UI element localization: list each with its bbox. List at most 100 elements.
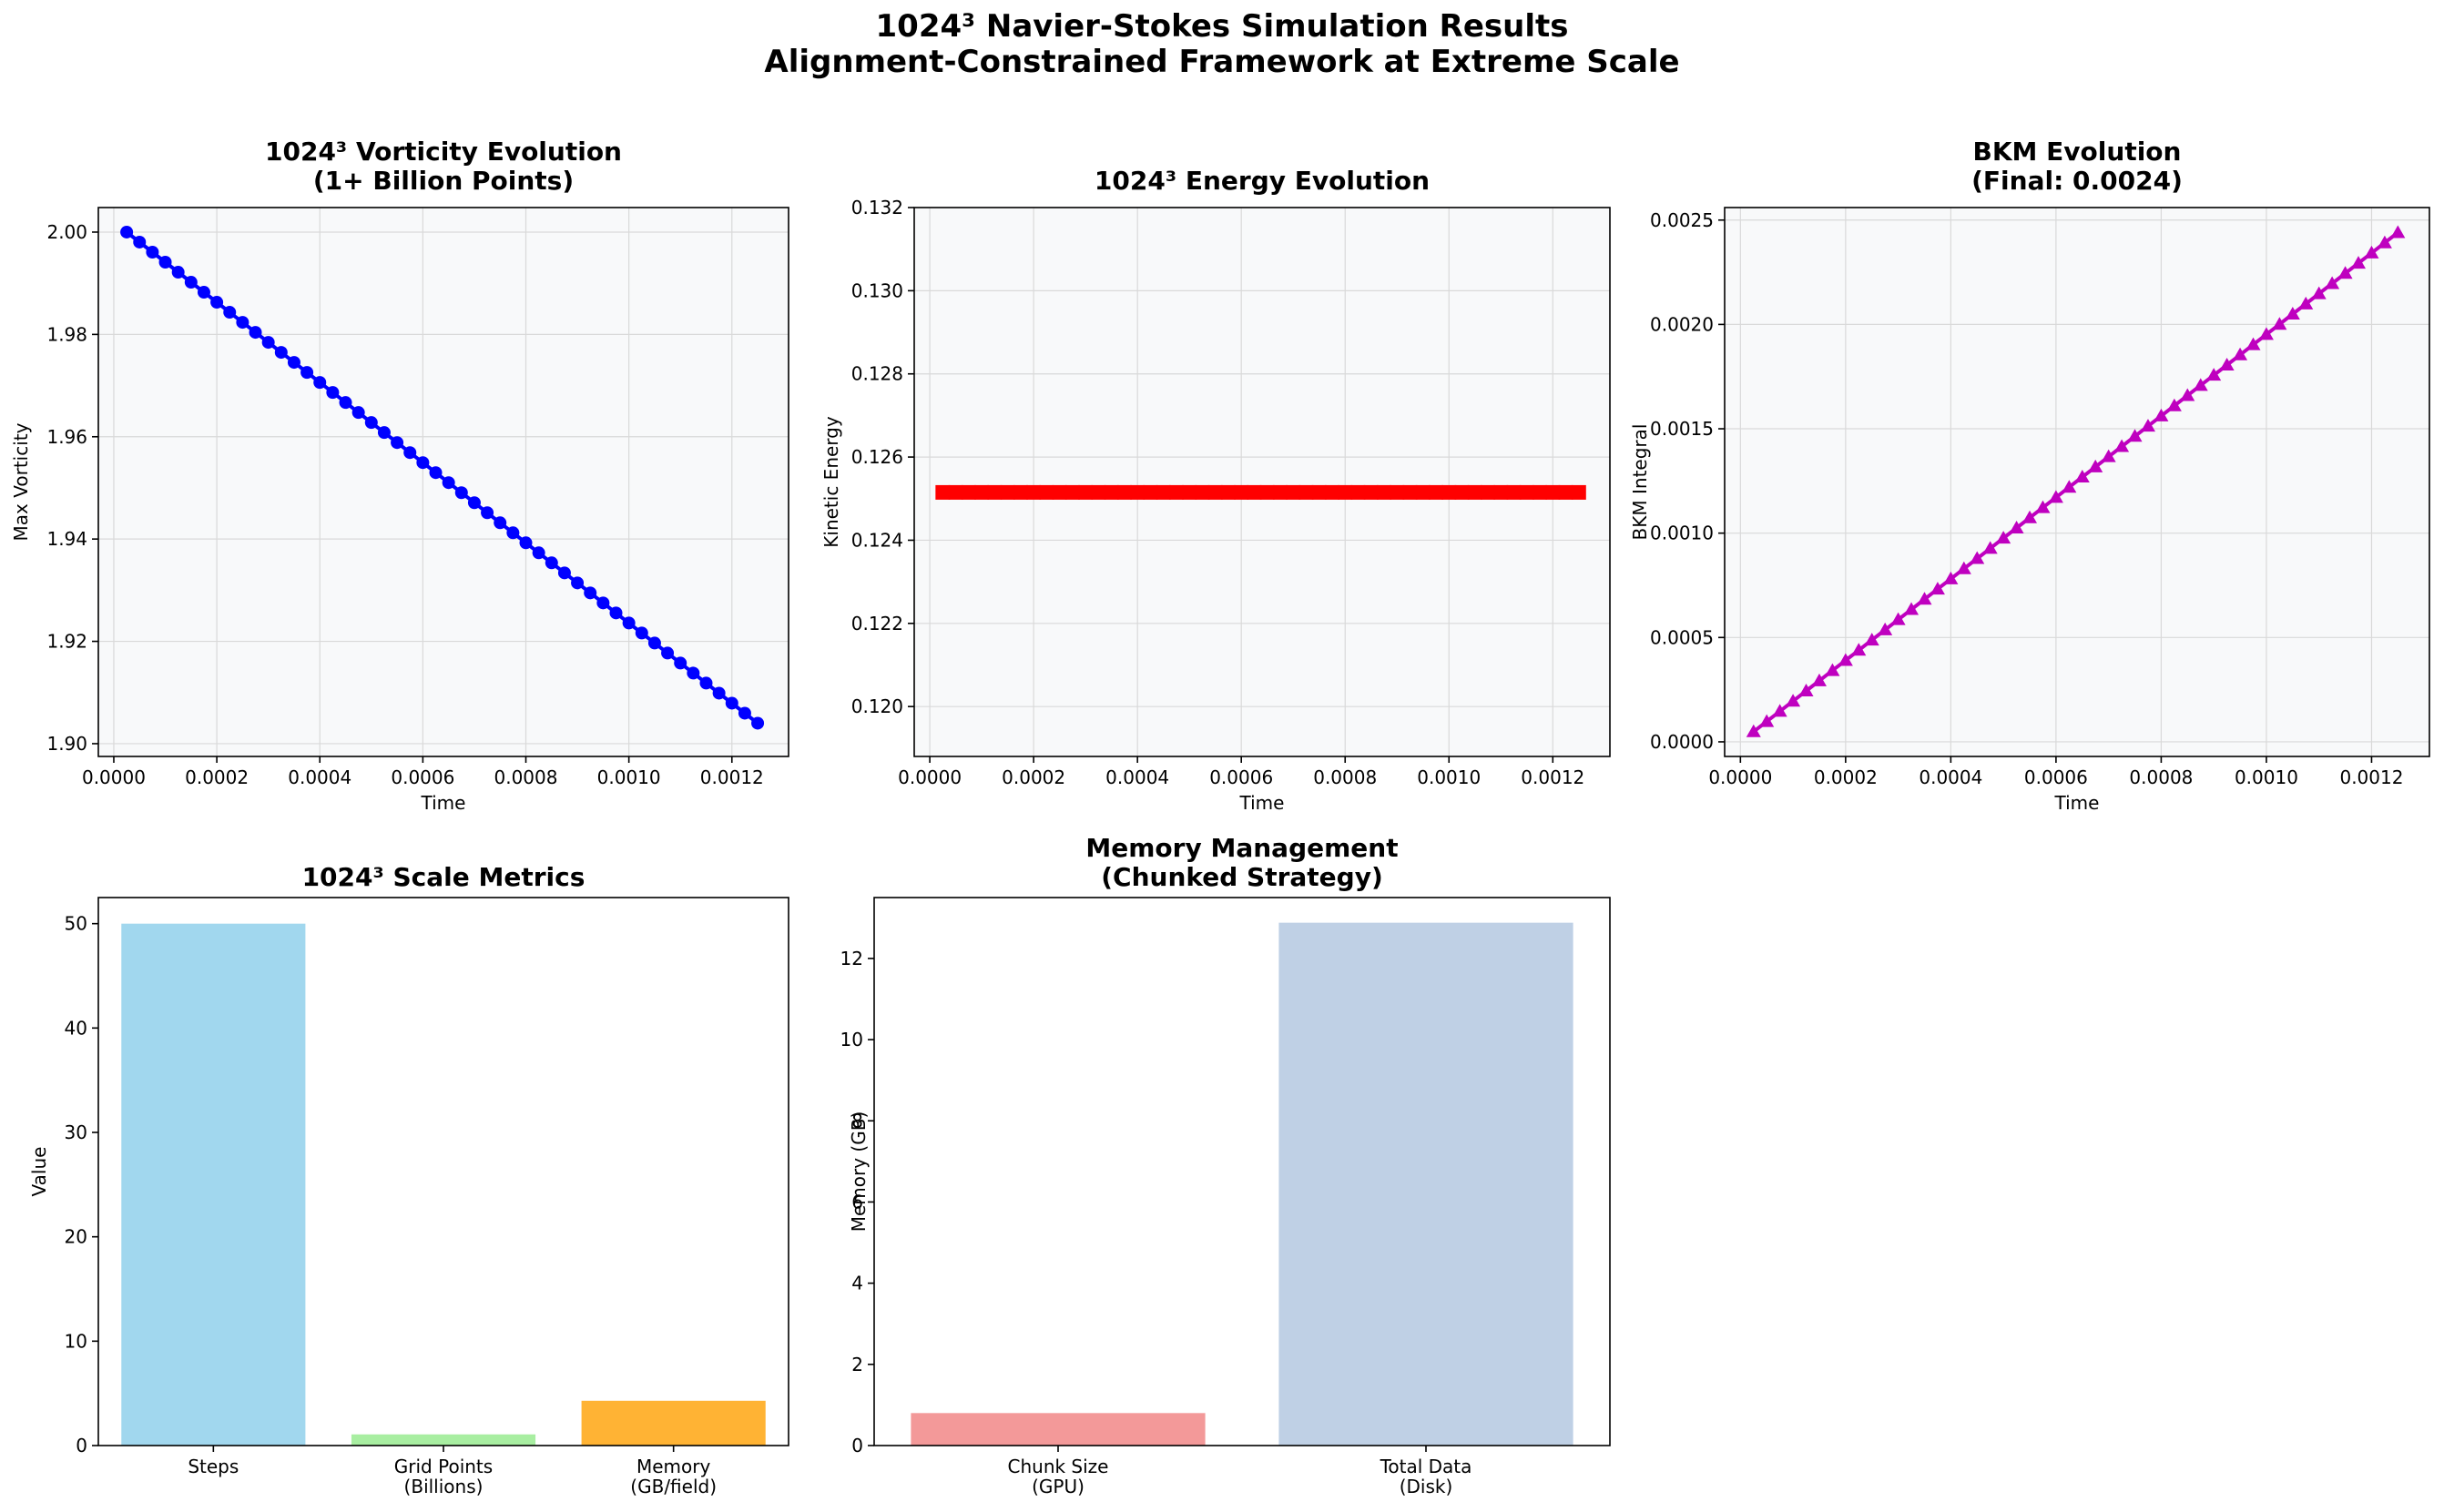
data-point [300,366,314,380]
data-point [249,326,262,340]
data-point [1376,484,1391,500]
y-tick-label: 20 [65,1226,87,1248]
data-point [261,336,275,350]
data-point [1825,663,1840,676]
vorticity-chart: 1024³ Vorticity Evolution(1+ Billion Poi… [10,137,789,814]
data-point [1272,484,1288,500]
data-point [738,706,751,720]
data-point [1324,484,1339,500]
data-point [2258,327,2274,340]
y-tick-label: 0.0000 [1650,731,1714,753]
y-tick-label: 1.92 [46,631,87,653]
data-point [1533,484,1548,500]
y-axis-label: Max Vorticity [10,422,32,541]
data-point [1338,484,1353,500]
data-point [1481,484,1496,500]
data-point [532,546,545,560]
y-tick-label: 1.98 [46,323,87,345]
data-point [1298,484,1314,500]
data-point [120,225,134,238]
data-point [2298,296,2314,310]
y-tick-label: 12 [840,948,863,969]
y-tick-label: 0.128 [851,363,903,385]
data-point [287,356,300,370]
y-tick-label: 0 [76,1435,87,1456]
data-point [1234,484,1249,500]
data-point [635,626,648,640]
data-point [1052,484,1067,500]
data-point [274,346,288,360]
data-point [557,566,571,580]
data-point [2377,235,2392,249]
axes-frame [1724,207,2430,757]
category-label: Memory [636,1456,711,1477]
data-point [326,386,340,400]
x-tick-label: 0.0012 [1521,766,1584,788]
y-tick-label: 0.0005 [1650,626,1714,648]
x-axis-label: Time [421,792,466,814]
data-point [2245,337,2261,350]
bar [121,923,306,1446]
data-point [377,426,391,440]
y-tick-label: 8 [851,1110,863,1131]
data-point [2166,398,2182,411]
chart-title-line-1: 1024³ Vorticity Evolution [265,137,622,167]
data-point [948,484,963,500]
data-point [2035,500,2051,513]
y-tick-label: 0.0015 [1650,418,1714,440]
data-point [364,416,378,430]
x-tick-label: 0.0012 [2339,766,2403,788]
data-point [1247,484,1262,500]
data-point [506,526,520,540]
y-tick-label: 4 [851,1273,863,1294]
x-tick-label: 0.0008 [1313,766,1377,788]
data-point [1026,484,1042,500]
data-point [171,266,185,279]
data-point [1195,484,1210,500]
x-tick-label: 0.0004 [1919,766,1982,788]
x-axis-label: Time [2054,792,2100,814]
bar [911,1413,1206,1446]
data-point [1091,484,1106,500]
x-tick-label: 0.0010 [2235,766,2298,788]
y-tick-label: 30 [65,1121,87,1143]
x-tick-label: 0.0010 [1417,766,1481,788]
y-tick-label: 6 [851,1191,863,1213]
data-point [1402,484,1418,500]
data-point [223,306,237,320]
y-tick-label: 0.124 [851,529,903,551]
data-point [1220,484,1236,500]
data-point [1013,484,1028,500]
data-point [2390,225,2406,238]
y-tick-label: 0 [851,1435,863,1456]
data-point [519,536,533,550]
x-tick-label: 0.0002 [185,766,249,788]
data-point [2114,439,2130,452]
x-tick-label: 0.0000 [898,766,962,788]
chart-title-line-1: BKM Evolution [1973,137,2182,167]
data-point [1956,561,1971,574]
data-point [2180,388,2195,401]
data-point [596,596,610,610]
data-point [2311,286,2327,299]
y-tick-label: 1.90 [46,733,87,755]
data-point [2022,510,2038,523]
data-point [1415,484,1431,500]
data-point [1545,484,1561,500]
bar [1278,922,1573,1446]
y-tick-label: 40 [65,1017,87,1039]
data-point [1506,484,1522,500]
data-point [467,496,481,510]
data-point [1904,602,1920,615]
data-point [1930,582,1945,595]
axes-frame [873,897,1611,1446]
data-point [1772,704,1787,717]
data-point [403,446,417,460]
data-point [2074,470,2090,483]
data-point [961,484,976,500]
data-point [584,586,597,600]
data-point [184,276,198,289]
y-tick-label: 0.0020 [1650,313,1714,335]
data-point [1182,484,1197,500]
data-point [1996,531,2011,544]
